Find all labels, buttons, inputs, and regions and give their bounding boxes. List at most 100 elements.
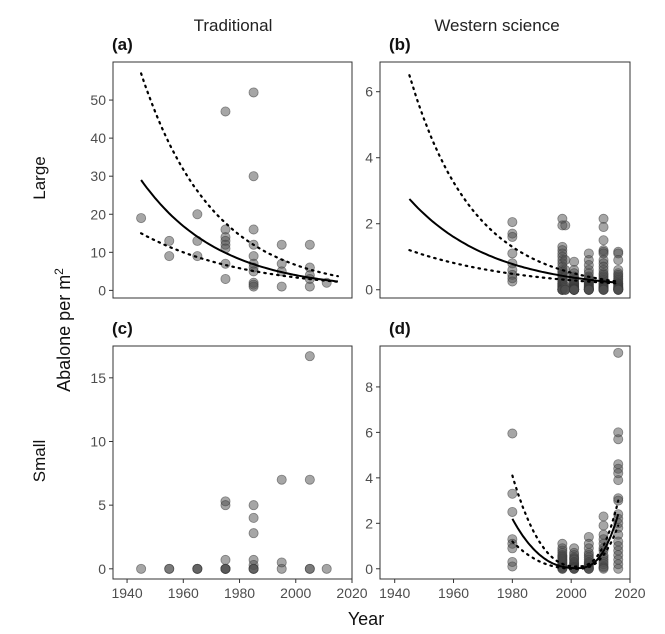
panel-4-xtick-label-3: 2000 [556,585,587,601]
panel-2-point-3 [507,248,518,259]
panel-4-xtick-label-1: 1960 [438,585,469,601]
panel-1-label: (a) [112,35,133,54]
panel-1: (a) 0 10 20 30 40 50 [90,35,353,299]
panel-3-xtick-label-3: 2000 [280,585,311,601]
panel-1-ytick-label-4: 40 [90,130,106,146]
panel-1-fit-line [140,179,339,283]
panel-4-upper-ci [511,474,620,568]
panel-2-point-49 [560,284,571,295]
panel-3-point-12 [220,563,231,574]
panel-3-point-8 [220,554,231,565]
panel-1-upper-ci [140,72,339,278]
panel-3-xtick-label-4: 2020 [336,585,367,601]
panel-3-frame [112,345,353,580]
panel-3-point-28 [321,563,332,574]
panel-4-point-78 [613,434,624,445]
panel-4-point-1 [507,488,518,499]
panel-1-ytick-label-2: 20 [90,206,106,222]
panel-1-ytick-label-5: 50 [90,92,106,108]
panel-1-ytick-label-3: 30 [90,168,106,184]
panel-3-point-0 [136,563,147,574]
panel-1-point-0 [136,213,147,224]
panel-2-point-159 [613,284,624,295]
panel-4-fit-line [511,513,620,570]
panel-4-point-75 [598,563,609,574]
panel-2-ytick-label-0: 0 [365,282,373,298]
panel-3-ytick-label-3: 15 [90,370,106,386]
panel-4-point-0 [507,428,518,439]
panel-3-point-20 [248,563,259,574]
row-label-small: Small [30,440,49,483]
panel-1-point-33 [304,281,315,292]
panel-4-point-5 [507,543,518,554]
panel-3-point-21 [276,474,287,485]
panel-2-ytick-label-1: 2 [365,216,373,232]
panel-2-point-50 [569,256,580,267]
panel-2-point-0 [507,217,518,228]
panel-1-point-2 [164,251,175,262]
panel-4-point-2 [507,506,518,517]
panel-4-xtick-label-4: 2020 [614,585,645,601]
panel-4-xtick-label-2: 1980 [497,585,528,601]
column-title-western-science: Western science [434,16,559,35]
panel-2-point-2 [507,231,518,242]
panel-2-point-107 [598,235,609,246]
panel-3-ytick-label-2: 10 [90,433,106,449]
panel-4-xtick-label-0: 1940 [379,585,410,601]
panel-2-point-8 [507,276,518,287]
panel-1-point-29 [304,239,315,250]
panel-1-frame [112,61,353,299]
panel-2-ytick-label-2: 4 [365,150,373,166]
panel-4-ytick-label-2: 4 [365,470,373,486]
panel-4-ytick-label-1: 2 [365,515,373,531]
panel-4-point-76 [613,347,624,358]
panel-2-point-134 [598,284,609,295]
panel-2-point-137 [613,255,624,266]
column-title-traditional: Traditional [194,16,273,35]
panel-4-ytick-label-3: 6 [365,424,373,440]
panel-3-point-15 [248,528,259,539]
panel-4-point-7 [507,561,518,572]
panel-1-ytick-label-0: 0 [98,282,106,298]
x-axis-title: Year [348,609,384,629]
panel-3-point-14 [248,512,259,523]
panel-3-point-27 [304,563,315,574]
panel-4-ytick-label-0: 0 [365,561,373,577]
panel-1-point-6 [220,106,231,117]
panel-1-point-28 [276,281,287,292]
panel-2-upper-ci [408,74,617,283]
panel-1-points [136,87,332,292]
panel-2-fit-line [408,198,616,284]
panel-4-point-62 [598,520,609,531]
panel-1-point-12 [220,273,231,284]
row-label-large: Large [30,156,49,199]
panel-1-point-3 [192,209,203,220]
panel-3-point-13 [248,500,259,511]
panel-2-point-41 [560,255,571,266]
panel-4-ytick-label-4: 8 [365,379,373,395]
panel-4-point-82 [613,475,624,486]
panel-3: (c) 0 5 10 15 1940 1960 1980 2000 2020 [90,319,367,601]
panel-2-ytick-label-3: 6 [365,84,373,100]
panel-2-point-106 [598,222,609,233]
panel-1-point-24 [248,279,259,290]
panel-1-point-15 [248,171,259,182]
panel-1-point-25 [276,239,287,250]
panel-3-ytick-label-0: 0 [98,561,106,577]
panel-3-point-23 [276,563,287,574]
panel-3-ytick-label-1: 5 [98,497,106,513]
panel-3-point-25 [304,474,315,485]
panel-4-point-61 [598,511,609,522]
panel-2-point-105 [598,213,609,224]
panel-3-point-24 [304,351,315,362]
panel-3-xtick-label-1: 1960 [168,585,199,601]
panel-3-point-5 [192,563,203,574]
y-axis-title-text: Abalone per m [54,275,74,392]
panel-1-point-1 [164,235,175,246]
panel-1-lower-ci [140,232,339,283]
panel-1-point-5 [192,251,203,262]
panel-2-frame [379,61,631,299]
y-axis-title-superscript: 2 [52,268,66,275]
panel-3-xtick-label-2: 1980 [224,585,255,601]
